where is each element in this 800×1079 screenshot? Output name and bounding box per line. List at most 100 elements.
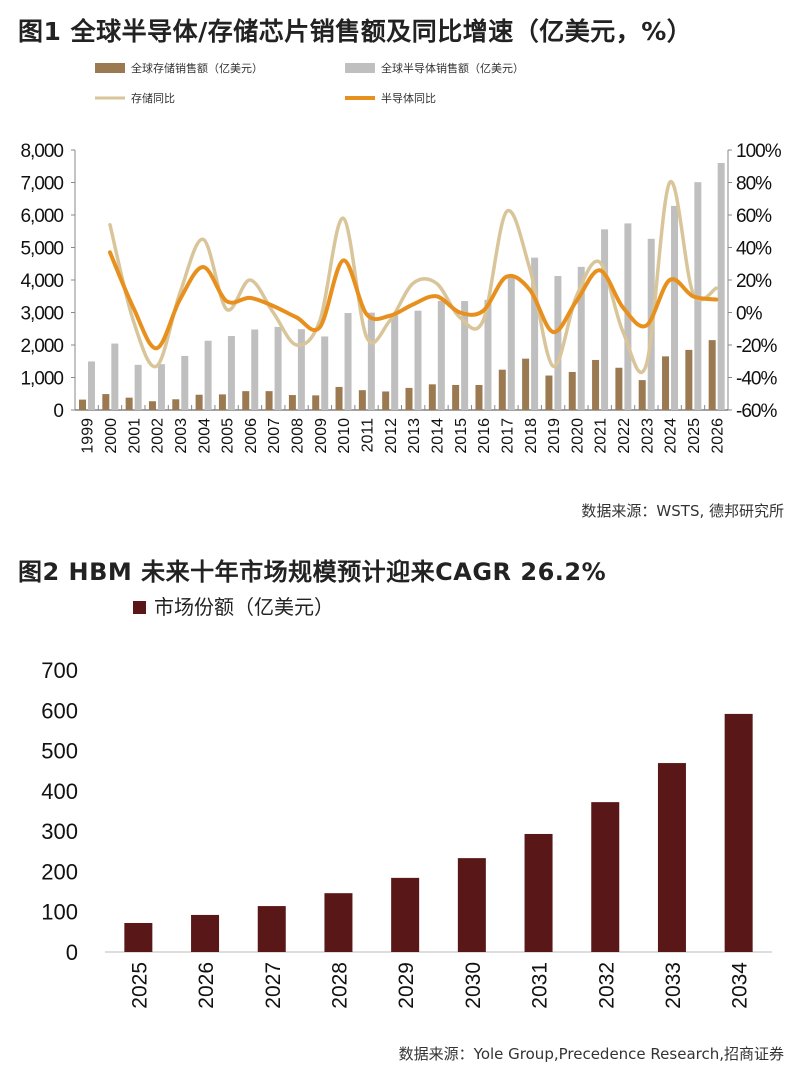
legend-label: 市场份额（亿美元） — [154, 596, 334, 619]
right-tick-label: -60% — [736, 401, 777, 422]
y-tick-label: 200 — [41, 859, 78, 884]
hbm-bar — [591, 802, 620, 952]
x-tick-label: 2017 — [499, 418, 516, 454]
semiconductor-bar — [717, 163, 725, 410]
x-tick-label: 2034 — [729, 962, 752, 1009]
left-tick-label: 0 — [53, 401, 63, 422]
legend-label: 存储同比 — [131, 91, 175, 105]
semiconductor-bar — [437, 300, 445, 410]
memory-bar — [638, 380, 646, 410]
y-tick-label: 100 — [41, 900, 78, 925]
memory-bar — [685, 349, 693, 410]
x-tick-label: 2013 — [406, 418, 423, 454]
memory-bar — [102, 394, 110, 410]
x-tick-label: 2029 — [395, 962, 418, 1009]
legend-swatch — [345, 63, 375, 73]
semiconductor-bar — [367, 312, 375, 410]
memory-yoy-line — [108, 180, 719, 375]
x-tick-label: 2014 — [429, 418, 446, 454]
memory-bar — [335, 386, 343, 410]
x-tick-label: 2009 — [313, 418, 330, 454]
memory-bar — [568, 371, 576, 410]
legend-swatch — [95, 63, 125, 73]
x-tick-label: 2022 — [616, 418, 633, 454]
semiconductor-bar — [391, 315, 399, 410]
memory-bar — [428, 384, 436, 410]
semiconductor-bar — [134, 364, 142, 410]
chart1-source: 数据来源：WSTS, 德邦研究所 — [581, 502, 784, 520]
x-tick-label: 2002 — [150, 418, 167, 454]
memory-bar — [615, 367, 623, 410]
left-tick-label: 4,000 — [20, 271, 63, 292]
memory-bar — [382, 391, 390, 410]
semiconductor-bar — [204, 340, 212, 410]
right-tick-label: 0% — [736, 304, 763, 325]
x-tick-label: 2012 — [383, 418, 400, 454]
left-tick-label: 7,000 — [20, 174, 63, 195]
memory-bar — [79, 399, 86, 410]
x-tick-label: 2026 — [195, 962, 218, 1009]
y-tick-label: 400 — [41, 779, 78, 804]
right-tick-label: 60% — [736, 206, 772, 227]
semiconductor-bar — [554, 276, 562, 410]
memory-bar — [662, 356, 670, 410]
chart2: 市场份额（亿美元） 0 100 200 300 400 500 600 700 2025 2026 2… — [41, 596, 772, 1009]
left-tick-label: 5,000 — [20, 239, 63, 260]
x-tick-label: 2024 — [663, 418, 680, 454]
semiconductor-bar — [88, 361, 95, 410]
semiconductor-bar — [414, 310, 422, 410]
semiconductor-bar — [227, 336, 235, 410]
x-tick-label: 2032 — [595, 962, 618, 1009]
memory-bar — [195, 394, 203, 410]
memory-bar — [498, 369, 506, 410]
memory-bar — [125, 397, 133, 410]
right-tick-label: -40% — [736, 369, 777, 390]
semiconductor-bar — [577, 266, 585, 410]
x-tick-label: 2005 — [220, 418, 237, 454]
hbm-bar — [391, 877, 420, 952]
hbm-bar — [257, 906, 286, 952]
y-tick-label: 300 — [41, 819, 78, 844]
left-tick-label: 3,000 — [20, 304, 63, 325]
memory-bar — [265, 391, 273, 410]
semiconductor-bar — [274, 326, 282, 410]
x-tick-label: 2019 — [546, 418, 563, 454]
legend-label: 半导体同比 — [381, 91, 436, 105]
semiconductor-bar — [507, 276, 515, 410]
chart1-title: 图1 全球半导体/存储芯片销售额及同比增速（亿美元，%） — [18, 17, 693, 46]
left-tick-label: 6,000 — [20, 206, 63, 227]
y-tick-label: 600 — [41, 698, 78, 723]
right-tick-label: 100% — [736, 141, 782, 162]
hbm-bar — [324, 893, 353, 952]
semiconductor-bar — [601, 229, 609, 410]
memory-bar — [522, 358, 530, 410]
right-tick-label: 20% — [736, 271, 772, 292]
y-tick-label: 500 — [41, 739, 78, 764]
semiconductor-bar — [181, 355, 189, 410]
semiconductor-bar — [671, 205, 679, 410]
semiconductor-bar — [297, 329, 305, 410]
chart2-title: 图2 HBM 未来十年市场规模预计迎来CAGR 26.2% — [18, 558, 607, 586]
x-tick-label: 2015 — [453, 418, 470, 454]
x-tick-label: 2025 — [128, 962, 151, 1009]
x-tick-label: 2018 — [523, 418, 540, 454]
memory-bar — [148, 401, 156, 410]
x-tick-label: 2033 — [662, 962, 685, 1009]
semiconductor-yoy-line — [107, 250, 719, 351]
y-tick-label: 0 — [66, 940, 78, 965]
right-tick-label: 40% — [736, 239, 772, 260]
x-tick-label: 2028 — [328, 962, 351, 1009]
x-tick-label: 2006 — [243, 418, 260, 454]
x-tick-label: 2001 — [126, 418, 143, 454]
memory-bar — [475, 384, 483, 410]
x-tick-label: 2016 — [476, 418, 493, 454]
semiconductor-bar — [461, 301, 469, 410]
x-tick-label: 2011 — [360, 418, 377, 453]
memory-bar — [592, 359, 600, 410]
x-tick-label: 2021 — [593, 418, 610, 454]
x-tick-label: 2027 — [262, 962, 285, 1009]
memory-bar — [358, 390, 366, 410]
legend-label: 全球存储销售额（亿美元） — [131, 61, 263, 75]
x-tick-label: 2004 — [196, 418, 213, 454]
